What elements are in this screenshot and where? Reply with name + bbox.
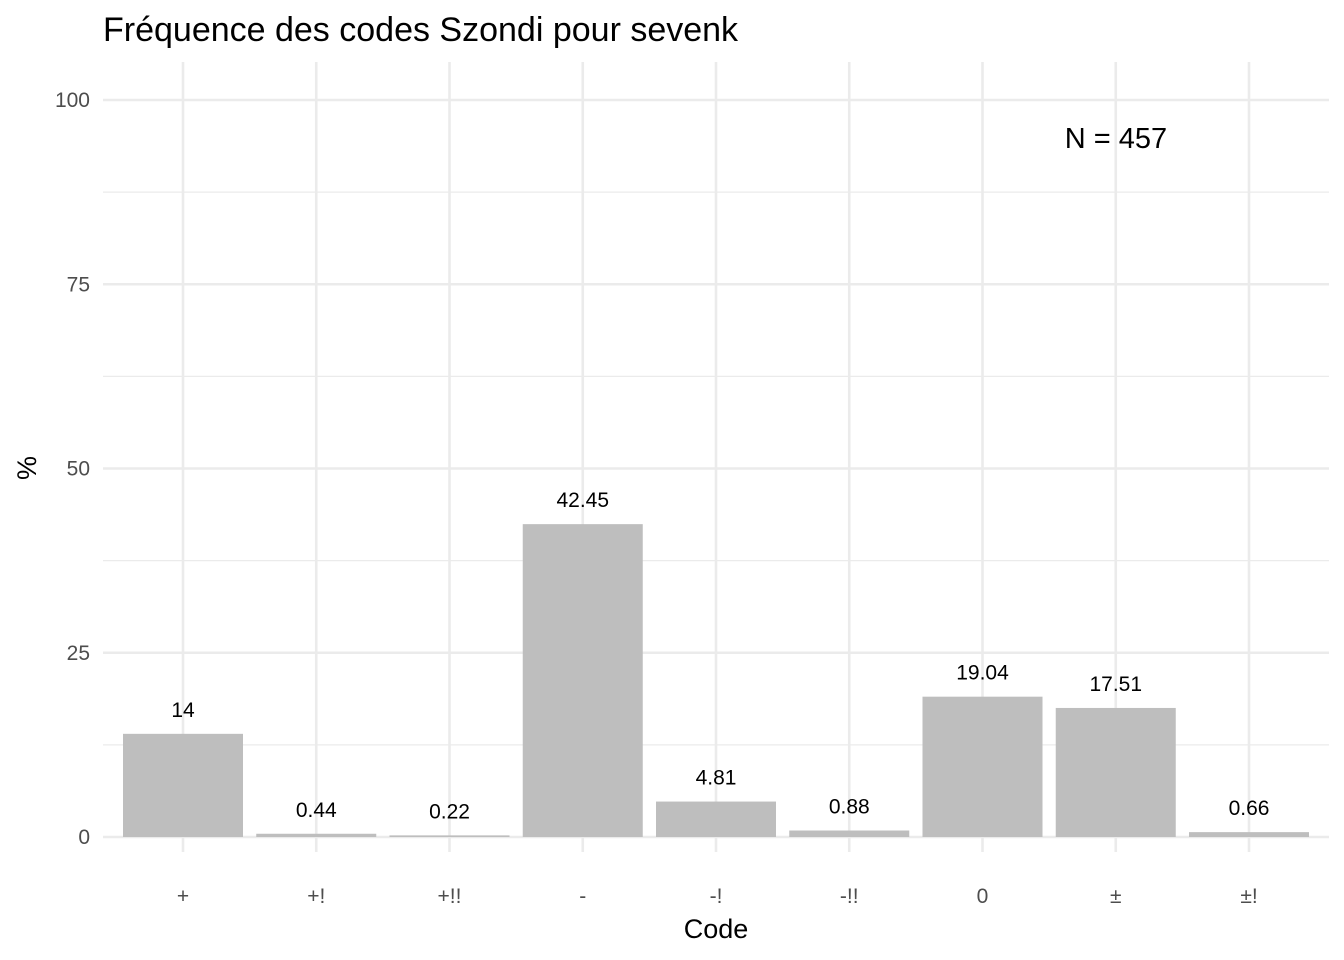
x-tick-label: -! [710,885,723,908]
chart-title: Fréquence des codes Szondi pour sevenk [103,11,739,49]
data-label: 0.22 [429,800,470,823]
x-tick-label: - [579,885,586,908]
y-tick-label: 75 [67,273,90,296]
bar [1055,707,1176,837]
bar [522,524,643,837]
bar [922,696,1043,837]
data-label: 4.81 [696,767,737,790]
bar [389,835,510,837]
y-tick-label: 50 [67,458,90,481]
bar [789,830,910,837]
bar [1189,832,1309,837]
bar [123,733,243,837]
data-label: 0.66 [1229,797,1270,820]
data-labels: 14 0.44 0.22 42.45 4.81 0.88 19.04 17.51 0.66 [171,489,1269,823]
data-label: 14 [171,699,195,722]
x-tick-label: -!! [840,885,859,908]
data-label: 42.45 [556,489,609,512]
x-tick-label: + [177,885,189,908]
data-label: 19.04 [956,662,1009,685]
sample-size-annotation: N = 457 [1065,123,1167,155]
data-label: 17.51 [1089,673,1142,696]
x-tick-label: ±! [1240,885,1257,908]
y-tick-label: 100 [55,89,90,112]
data-label: 0.44 [296,799,337,822]
x-tick-label: ± [1110,885,1122,908]
data-label: 0.88 [829,796,870,819]
y-tick-label: 0 [78,826,90,849]
bar [656,801,776,837]
x-tick-label: +!! [438,885,462,908]
bars [123,524,1309,837]
x-tick-labels: + +! +!! - -! -!! 0 ± ±! [177,885,1258,908]
bar [256,833,377,837]
x-axis-label: Code [684,914,749,944]
y-axis-label: % [12,456,42,480]
y-tick-label: 25 [67,642,90,665]
y-tick-labels: 0 25 50 75 100 [55,89,90,849]
x-tick-label: +! [307,885,325,908]
x-tick-label: 0 [977,885,989,908]
